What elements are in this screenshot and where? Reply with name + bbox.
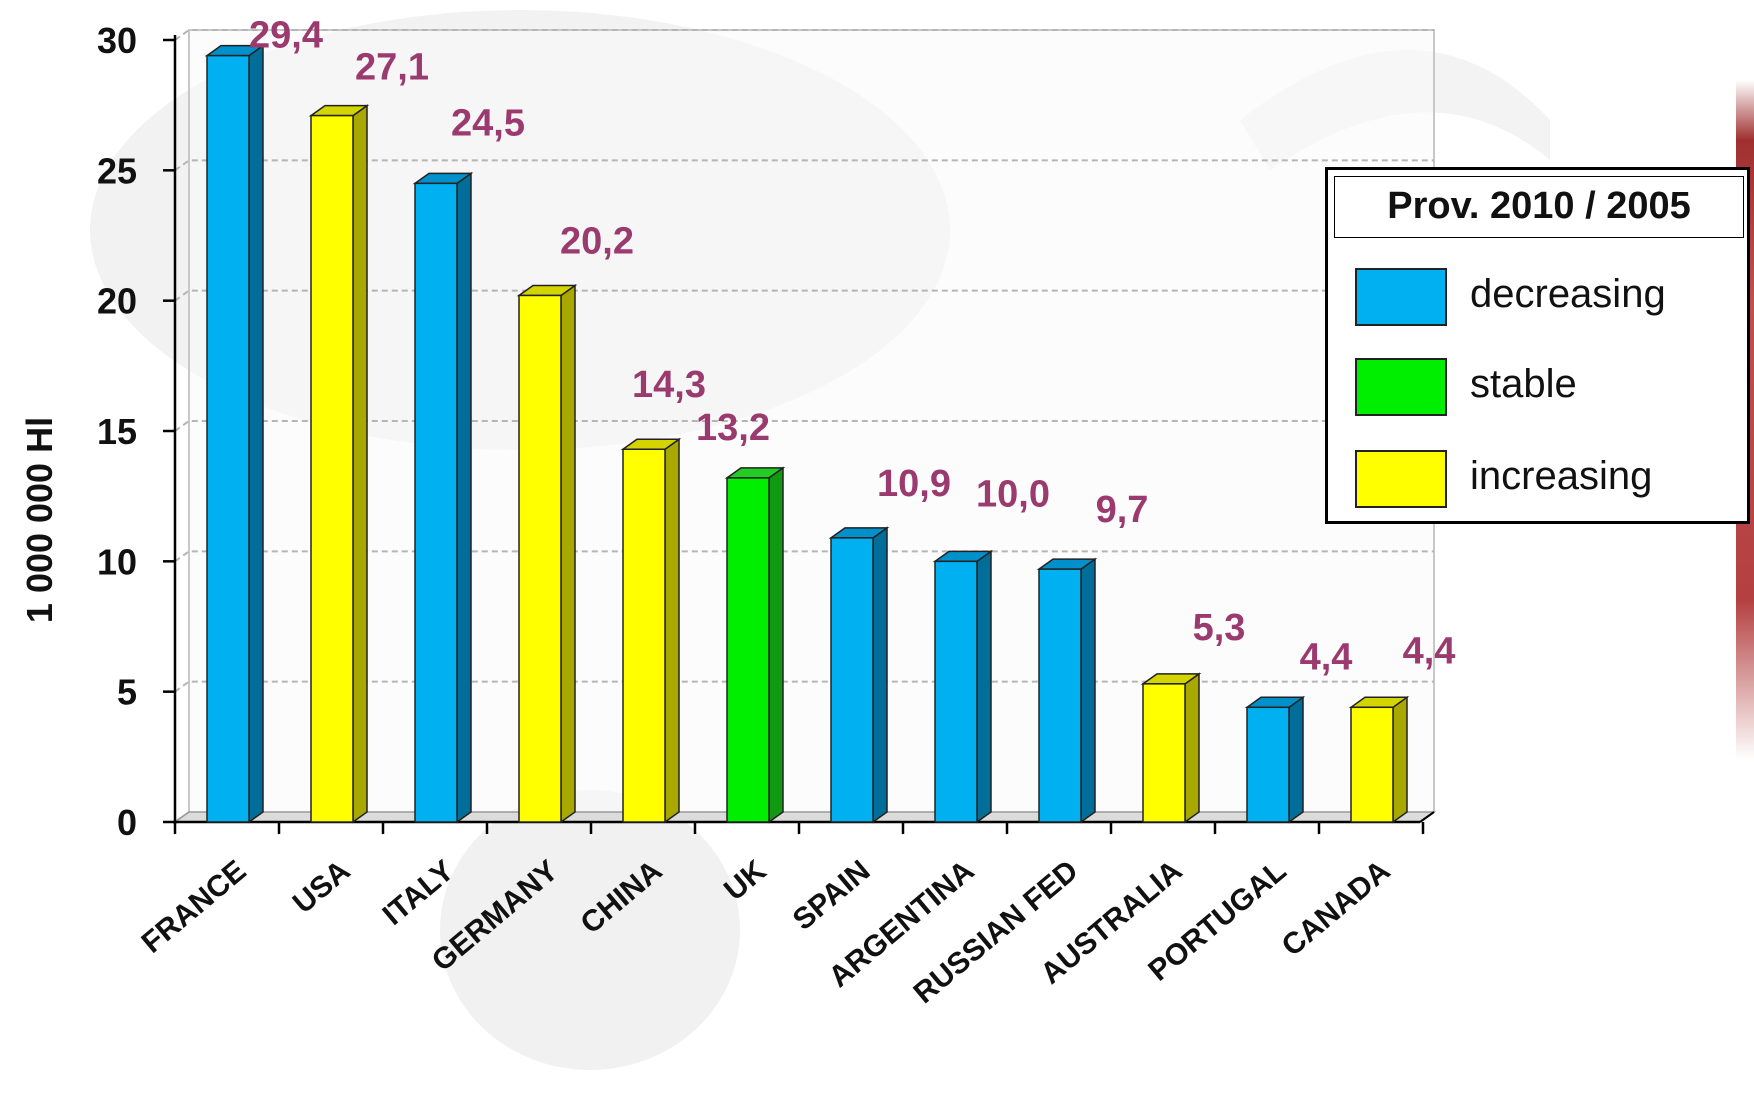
data-label: 14,3 <box>632 364 706 406</box>
y-tick-label: 15 <box>97 411 137 452</box>
bar-front <box>726 477 770 823</box>
x-category-label: CHINA <box>575 854 669 940</box>
x-category-label: FRANCE <box>136 854 253 960</box>
legend-label-stable: stable <box>1470 362 1577 406</box>
data-label: 10,9 <box>877 463 951 505</box>
legend-swatch-stable <box>1355 358 1447 416</box>
gridlines <box>174 29 1434 693</box>
x-category-label: ITALY <box>377 854 461 932</box>
data-label: 5,3 <box>1193 607 1246 649</box>
x-category-label: CANADA <box>1276 854 1397 963</box>
bar-side <box>976 549 992 824</box>
bar-italy <box>412 171 474 824</box>
data-label: 24,5 <box>451 102 525 144</box>
data-label: 20,2 <box>560 220 634 262</box>
x-axis-end <box>1419 811 1435 823</box>
bar-front <box>1350 706 1394 823</box>
bar-australia <box>1140 672 1202 824</box>
bar-side <box>1184 672 1200 824</box>
bar-side <box>456 171 472 824</box>
gridline <box>174 550 1434 563</box>
bar-spain <box>828 526 890 824</box>
legend-swatch-increasing <box>1355 450 1447 508</box>
bar-china <box>620 437 682 824</box>
bar-front <box>622 448 666 823</box>
bar-front <box>310 114 354 823</box>
bar-side <box>352 104 368 824</box>
y-tick-label: 20 <box>97 281 137 322</box>
data-labels: 29,4 27,1 24,5 20,2 14,313,2 10,9 10,0 9,7 5,3 4,… <box>249 15 1455 679</box>
bar-uk <box>724 466 786 824</box>
bar-front <box>206 54 250 823</box>
bar-front <box>1038 568 1082 823</box>
legend: Prov. 2010 / 2005 decreasing stable incr… <box>1325 167 1750 524</box>
y-tick-label: 5 <box>117 672 137 713</box>
data-label: 29,4 <box>249 15 323 57</box>
bar-side <box>1288 695 1304 824</box>
bar-france <box>204 44 266 824</box>
chart-axes <box>163 35 1435 834</box>
x-category-label: UK <box>718 854 773 907</box>
data-label: 13,2 <box>696 407 770 449</box>
legend-label-increasing: increasing <box>1470 454 1653 498</box>
y-tick-label: 30 <box>97 20 137 61</box>
gridline <box>174 420 1434 432</box>
bar-front <box>830 537 874 823</box>
bar-side <box>768 466 784 824</box>
bar-side <box>872 526 888 824</box>
gridline <box>174 680 1434 693</box>
legend-title: Prov. 2010 / 2005 <box>1334 176 1744 238</box>
data-label: 9,7 <box>1096 489 1149 531</box>
bars <box>204 44 1410 824</box>
gridline <box>174 159 1434 172</box>
bar-portugal <box>1244 695 1306 824</box>
bar-canada <box>1348 695 1410 824</box>
x-category-label: USA <box>287 854 357 920</box>
bar-side <box>1080 557 1096 824</box>
bar-front <box>1246 706 1290 823</box>
bar-front <box>414 182 458 823</box>
y-tick-label: 10 <box>97 541 137 582</box>
bar-russian-fed <box>1036 557 1098 824</box>
bar-front <box>518 294 562 823</box>
bar-side <box>248 44 264 824</box>
legend-swatch-decreasing <box>1355 268 1447 326</box>
bar-front <box>1142 683 1186 823</box>
bar-usa <box>308 104 370 824</box>
bar-argentina <box>932 549 994 824</box>
data-label: 4,4 <box>1300 636 1353 678</box>
bar-side <box>664 437 680 824</box>
gridline <box>174 289 1434 302</box>
bar-front <box>934 560 978 823</box>
legend-label-decreasing: decreasing <box>1470 272 1666 316</box>
gridline <box>174 29 1434 41</box>
y-tick-label: 0 <box>117 802 137 843</box>
bar-side <box>560 283 576 824</box>
y-axis-label: 1 000 000 Hl <box>19 417 60 623</box>
y-axis-ticks: 0 5 10 15 20 25 30 <box>97 20 137 843</box>
bar-side <box>1392 695 1408 824</box>
x-category-label: SPAIN <box>787 854 877 937</box>
data-label: 4,4 <box>1403 630 1456 672</box>
bar-germany <box>516 283 578 824</box>
data-label: 10,0 <box>976 473 1050 515</box>
y-tick-label: 25 <box>97 150 137 191</box>
data-label: 27,1 <box>355 47 429 89</box>
